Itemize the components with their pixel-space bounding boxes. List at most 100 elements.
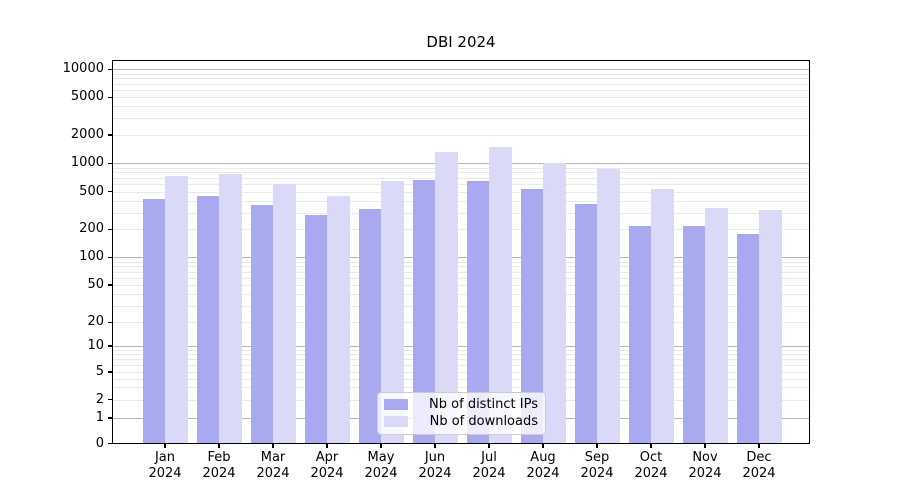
- x-tick-label: Oct 2024: [619, 450, 683, 481]
- y-tick-label: 200: [79, 221, 104, 237]
- legend-swatch-distinct-ips: [384, 399, 408, 411]
- x-tick-label-month: Sep: [584, 450, 610, 465]
- x-tick-label-month: May: [367, 450, 395, 465]
- y-tick-label: 50: [87, 277, 104, 292]
- grid-line-minor: [112, 172, 810, 174]
- x-tick-mark: [272, 443, 274, 448]
- grid-line-minor: [112, 349, 810, 351]
- y-tick-mark: [108, 345, 112, 347]
- y-tick-label: 2000: [70, 127, 104, 142]
- y-tick-label: 1000: [70, 155, 104, 171]
- x-tick-label: Apr 2024: [295, 450, 359, 481]
- y-tick-mark: [108, 417, 112, 419]
- x-tick-mark: [164, 443, 166, 448]
- grid-line-minor: [112, 229, 810, 231]
- grid-line-minor: [112, 387, 810, 389]
- grid-line-minor: [112, 135, 810, 136]
- grid-line-minor: [112, 277, 810, 279]
- x-tick-label: Nov 2024: [673, 450, 737, 481]
- bar-downloads: [165, 176, 188, 444]
- x-tick-label: Jul 2024: [457, 450, 521, 481]
- bar-distinct-ips: [142, 199, 165, 444]
- x-tick-label: Feb 2024: [187, 450, 251, 481]
- grid-line-minor: [112, 89, 810, 91]
- grid-line-minor: [112, 212, 810, 214]
- x-tick-label: May 2024: [349, 450, 413, 481]
- y-tick-mark: [108, 96, 112, 98]
- y-tick-mark: [108, 398, 112, 401]
- x-tick-mark: [542, 443, 544, 448]
- bar-downloads: [543, 162, 566, 444]
- x-tick-label-month: Feb: [207, 450, 231, 465]
- y-tick-mark: [108, 371, 112, 373]
- x-tick-label: Jan 2024: [133, 450, 197, 481]
- x-tick-label-year: 2024: [688, 465, 722, 481]
- bar-distinct-ips: [412, 179, 435, 444]
- bar-downloads: [597, 169, 620, 444]
- grid-line-minor: [112, 78, 810, 80]
- y-tick-label: 1: [95, 410, 104, 425]
- y-tick-label: 10000: [62, 61, 104, 77]
- x-tick-label-month: Jan: [154, 450, 176, 465]
- grid-line-major: [112, 69, 810, 71]
- x-tick-label-month: Aug: [530, 450, 556, 465]
- grid-line-minor: [112, 322, 810, 324]
- x-tick-label-year: 2024: [472, 465, 506, 481]
- x-tick-mark: [380, 443, 382, 448]
- x-tick-mark: [434, 443, 436, 448]
- grid-line-minor: [112, 167, 810, 169]
- bar-downloads: [759, 210, 782, 444]
- chart-title: DBI 2024: [426, 33, 496, 51]
- y-tick-mark: [108, 191, 112, 193]
- grid-line-minor: [112, 372, 810, 373]
- grid-line-minor: [112, 261, 810, 263]
- grid-line-minor: [112, 294, 810, 296]
- x-tick-label-year: 2024: [742, 465, 776, 481]
- y-tick-label: 5: [95, 364, 104, 379]
- grid-line-minor: [112, 305, 810, 307]
- y-tick-mark: [108, 284, 112, 286]
- x-tick-label-month: Apr: [315, 450, 339, 465]
- y-tick-label: 20: [87, 314, 104, 330]
- bar-downloads: [219, 174, 242, 444]
- bar-downloads: [273, 184, 296, 444]
- x-tick-mark: [488, 443, 490, 448]
- legend-label: Nb of downloads: [429, 413, 538, 429]
- grid-line-minor: [112, 200, 810, 202]
- x-tick-label: Aug 2024: [511, 450, 575, 481]
- bar-distinct-ips: [736, 234, 759, 444]
- x-tick-label-year: 2024: [310, 465, 344, 481]
- y-tick-mark: [108, 321, 112, 323]
- bar-distinct-ips: [466, 181, 489, 444]
- grid-line-major: [112, 346, 810, 347]
- grid-line-minor: [112, 97, 810, 99]
- grid-line-minor: [112, 177, 810, 179]
- x-tick-label: Dec 2024: [727, 450, 791, 481]
- x-tick-label-year: 2024: [364, 465, 398, 481]
- x-tick-mark: [758, 443, 760, 448]
- bar-distinct-ips: [196, 196, 219, 444]
- grid-line-minor: [112, 266, 810, 268]
- x-tick-label-year: 2024: [418, 465, 452, 481]
- x-tick-label-year: 2024: [634, 465, 668, 481]
- x-tick-label-month: Jul: [481, 450, 497, 465]
- bar-distinct-ips: [628, 226, 651, 444]
- y-tick-mark: [108, 256, 112, 258]
- y-tick-mark: [108, 134, 112, 136]
- x-tick-label-year: 2024: [202, 465, 236, 481]
- bar-distinct-ips: [574, 203, 597, 444]
- bar-downloads: [651, 189, 674, 444]
- x-tick-label-year: 2024: [526, 465, 560, 481]
- bar-distinct-ips: [358, 208, 381, 444]
- x-tick-label: Jun 2024: [403, 450, 467, 481]
- bar-downloads: [489, 147, 512, 444]
- grid-line-major: [112, 257, 810, 259]
- grid-line-minor: [112, 378, 810, 380]
- y-tick-label: 500: [79, 183, 104, 199]
- x-tick-label-month: Oct: [639, 450, 663, 465]
- x-tick-label-month: Jun: [424, 450, 446, 465]
- y-tick-mark: [108, 68, 112, 70]
- bar-downloads: [435, 152, 458, 444]
- grid-line-minor: [112, 271, 810, 273]
